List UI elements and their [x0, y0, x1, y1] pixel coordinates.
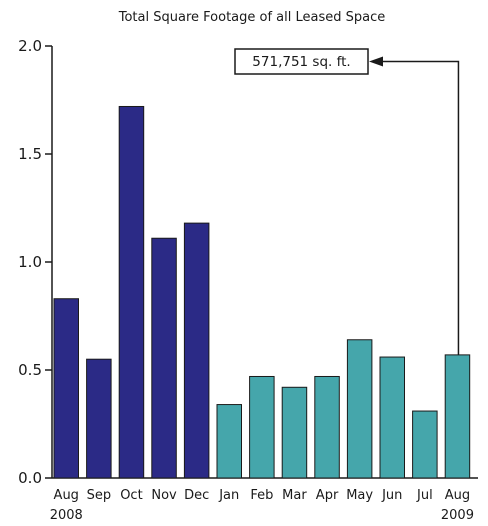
bar-nov-3 — [151, 237, 177, 479]
x-tick-label: Aug — [445, 488, 470, 503]
y-tick-label: 1.5 — [18, 145, 42, 163]
x-tick-label: Jun — [381, 488, 402, 503]
callout-label: 571,751 sq. ft. — [252, 54, 350, 70]
x-tick-label: May — [346, 488, 373, 503]
x-tick-label: Jan — [218, 488, 239, 503]
bar-dec-4 — [183, 222, 210, 479]
callout-arrowhead — [369, 56, 383, 67]
y-tick-label: 0.0 — [18, 469, 42, 487]
x-tick-label: Apr — [316, 488, 339, 503]
x-tick-label: Mar — [282, 488, 307, 503]
chart-title: Total Square Footage of all Leased Space — [118, 10, 386, 25]
y-axis: 0.0 0.5 1.0 1.5 2.0 — [18, 37, 53, 487]
year-label-start: 2008 — [50, 508, 83, 522]
bar-mar-7 — [281, 386, 308, 479]
callout-box — [234, 48, 369, 75]
x-tick-label: Jul — [416, 488, 433, 503]
callout-connector-line — [378, 60, 460, 355]
x-tick-label: Sep — [87, 488, 112, 503]
bar-feb-6 — [249, 375, 275, 479]
bars-group — [53, 105, 471, 479]
bar-jul-11 — [412, 410, 438, 479]
bar-aug-12 — [444, 354, 471, 479]
x-tick-label: Dec — [184, 488, 209, 503]
year-label-end: 2009 — [441, 508, 474, 522]
bar-oct-2 — [118, 105, 145, 479]
bar-may-9 — [346, 339, 373, 479]
bar-apr-8 — [314, 375, 340, 479]
y-tick-label: 2.0 — [18, 37, 42, 55]
bar-sep-1 — [86, 358, 112, 479]
bar-jun-10 — [379, 356, 405, 479]
y-tick-label: 0.5 — [18, 361, 42, 379]
x-axis: Aug Sep Oct Nov Dec Jan Feb Mar Apr May Jun Jul Aug 2… — [50, 477, 478, 523]
x-tick-label: Oct — [120, 488, 142, 503]
x-tick-label: Feb — [250, 488, 273, 503]
annotation-callout: 571,751 sq. ft. — [234, 48, 460, 355]
x-tick-label: Nov — [151, 488, 177, 503]
bar-jan-5 — [216, 404, 242, 479]
y-tick-label: 1.0 — [18, 253, 42, 271]
bar-aug-0 — [53, 298, 79, 479]
x-tick-label: Aug — [54, 488, 79, 503]
